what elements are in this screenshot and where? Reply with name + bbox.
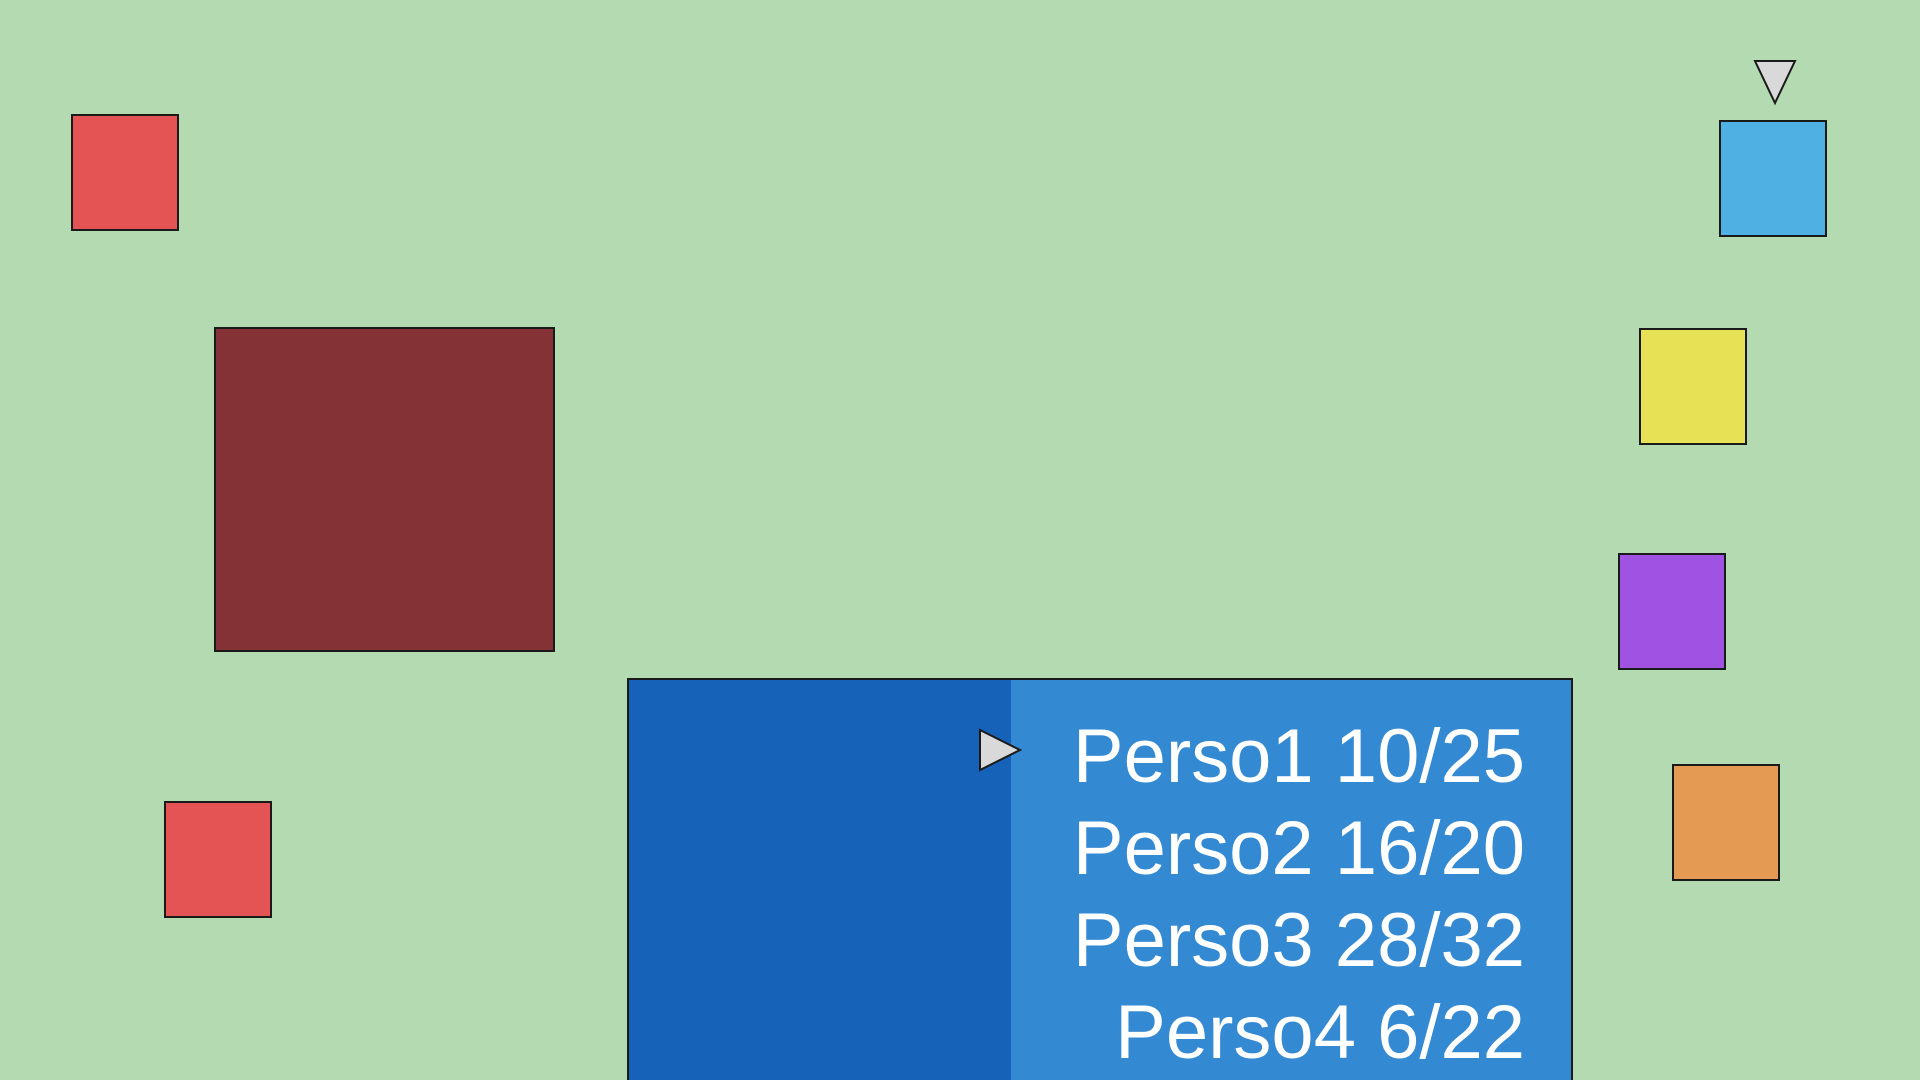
triangle-right-icon	[979, 728, 1023, 772]
ally-unit-perso2[interactable]	[1639, 328, 1747, 445]
battle-menu-panel: Perso1 10/25 Perso2 16/20 Perso3 28/32 P…	[627, 678, 1573, 1080]
party-status-pane: Perso1 10/25 Perso2 16/20 Perso3 28/32 P…	[1011, 680, 1571, 1080]
command-pane	[629, 680, 1011, 1080]
party-member-row[interactable]: Perso2 16/20	[1072, 806, 1525, 891]
party-member-row[interactable]: Perso4 6/22	[1115, 990, 1525, 1075]
party-member-row[interactable]: Perso1 10/25	[1072, 714, 1525, 799]
ally-unit-perso3[interactable]	[1618, 553, 1726, 670]
enemy-unit[interactable]	[164, 801, 272, 918]
party-status-list: Perso1 10/25 Perso2 16/20 Perso3 28/32 P…	[1073, 711, 1525, 1079]
ally-unit-perso4[interactable]	[1672, 764, 1780, 881]
triangle-down-icon	[1753, 60, 1797, 106]
enemy-boss-unit[interactable]	[214, 327, 555, 652]
party-member-row[interactable]: Perso3 28/32	[1072, 898, 1525, 983]
ally-unit-perso1[interactable]	[1719, 120, 1827, 237]
enemy-unit[interactable]	[71, 114, 179, 231]
